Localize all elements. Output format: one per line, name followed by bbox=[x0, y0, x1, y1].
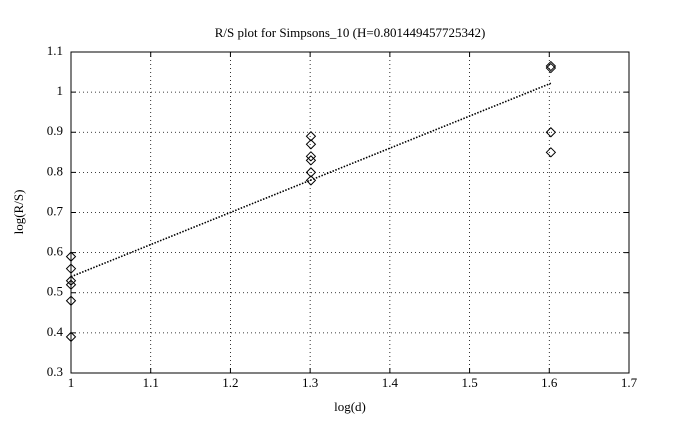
y-tick-label: 0.5 bbox=[47, 284, 63, 299]
diamond-marker bbox=[65, 263, 77, 274]
diamond-marker bbox=[305, 167, 317, 178]
y-tick-label: 0.9 bbox=[47, 123, 63, 138]
diamond-marker bbox=[305, 139, 317, 150]
diamond-marker bbox=[305, 151, 317, 162]
diamond-marker bbox=[545, 62, 557, 74]
x-tick-label: 1.2 bbox=[222, 375, 238, 390]
diamond-marker bbox=[545, 60, 557, 72]
x-tick-label: 1.3 bbox=[302, 375, 318, 390]
y-tick-label: 0.3 bbox=[47, 364, 63, 379]
chart-title: R/S plot for Simpsons_10 (H=0.8014494577… bbox=[215, 25, 486, 40]
diamond-marker bbox=[65, 279, 77, 290]
diamond-marker bbox=[545, 127, 557, 138]
fit-line bbox=[70, 82, 552, 278]
x-tick-label: 1.4 bbox=[382, 375, 399, 390]
y-axis-label: log(R/S) bbox=[11, 190, 26, 235]
diamond-marker bbox=[65, 331, 77, 343]
diamond-marker bbox=[65, 295, 77, 306]
x-tick-label: 1.1 bbox=[143, 375, 159, 390]
diamond-marker bbox=[65, 251, 77, 262]
x-tick-label: 1.5 bbox=[461, 375, 477, 390]
y-tick-label: 0.6 bbox=[47, 244, 64, 259]
y-tick-label: 1.1 bbox=[47, 43, 63, 58]
x-axis-label: log(d) bbox=[334, 399, 366, 414]
y-tick-label: 0.7 bbox=[47, 203, 64, 218]
y-tick-label: 1 bbox=[57, 83, 64, 98]
x-tick-label: 1.6 bbox=[541, 375, 558, 390]
diamond-marker bbox=[545, 147, 557, 158]
diamond-marker bbox=[65, 275, 77, 286]
diamond-marker bbox=[305, 131, 317, 142]
y-tick-label: 0.8 bbox=[47, 163, 63, 178]
diamond-marker bbox=[305, 155, 317, 166]
x-tick-label: 1.7 bbox=[621, 375, 638, 390]
x-tick-label: 1 bbox=[68, 375, 75, 390]
y-tick-label: 0.4 bbox=[47, 324, 64, 339]
plot-frame bbox=[70, 51, 630, 374]
